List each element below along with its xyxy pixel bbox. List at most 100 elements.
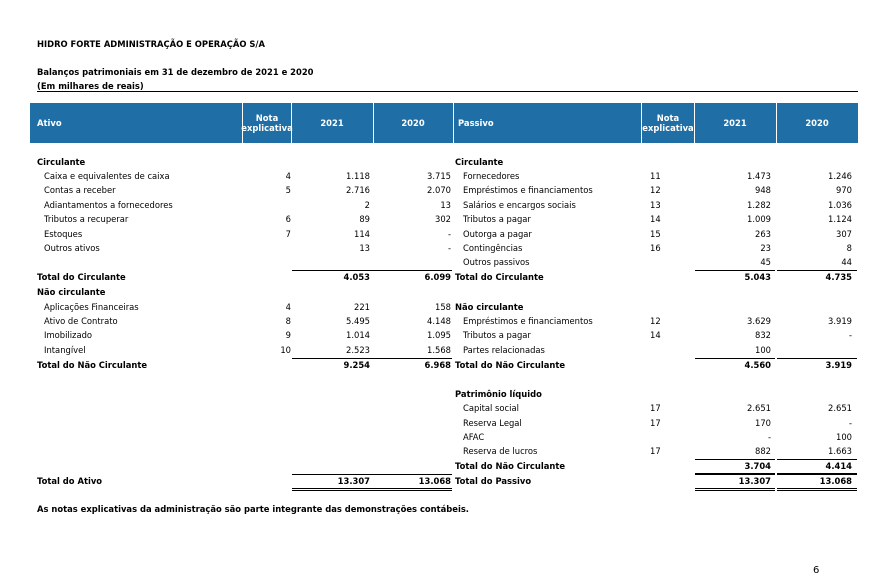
header-separator [373, 103, 374, 143]
row-label: Estoques [44, 229, 83, 239]
row-label: Partes relacionadas [463, 345, 545, 355]
note-ref: 12 [650, 316, 661, 326]
amount: 4.053 [343, 272, 371, 282]
amount: 9.254 [343, 360, 371, 370]
total-rule [695, 474, 775, 475]
header-bar [30, 103, 858, 143]
row-label: Total do Circulante [455, 272, 544, 282]
header-cell: 2020 [401, 118, 425, 128]
row-label: Total do Não Circulante [455, 461, 566, 471]
note-ref: 7 [285, 229, 291, 239]
double-rule [777, 488, 857, 489]
total-rule [695, 358, 775, 359]
double-rule [372, 490, 452, 491]
amount: 1.663 [828, 446, 852, 456]
total-rule [695, 473, 775, 474]
total-rule [777, 459, 857, 460]
amount: 2.716 [346, 185, 370, 195]
header-separator [694, 103, 695, 143]
double-rule [292, 488, 372, 489]
amount: 1.014 [346, 330, 370, 340]
row-label: Total do Passivo [455, 476, 532, 486]
header-separator [291, 103, 292, 143]
amount: 221 [354, 302, 370, 312]
amount: 970 [836, 185, 852, 195]
amount: - [447, 229, 451, 239]
amount: 1.568 [427, 345, 451, 355]
row-label: Circulante [37, 157, 86, 167]
total-rule [372, 270, 452, 271]
amount: 1.473 [747, 171, 771, 181]
row-label: Circulante [455, 157, 504, 167]
row-label: Total do Ativo [37, 476, 103, 486]
row-label: Outros ativos [44, 243, 100, 253]
total-rule [292, 270, 372, 271]
amount: 114 [354, 229, 370, 239]
double-rule [777, 490, 857, 491]
row-label: Não circulante [37, 287, 106, 297]
amount: 1.118 [346, 171, 370, 181]
row-label: Reserva Legal [463, 418, 522, 428]
amount: 2.651 [747, 403, 771, 413]
amount: 13 [359, 243, 370, 253]
row-label: Empréstimos e financiamentos [463, 185, 593, 195]
row-label: Não circulante [455, 302, 524, 312]
amount: 882 [755, 446, 771, 456]
amount: 1.009 [747, 214, 771, 224]
amount: 1.036 [828, 200, 852, 210]
amount: 100 [755, 345, 771, 355]
amount: - [447, 243, 451, 253]
note-ref: 13 [650, 200, 661, 210]
row-label: Caixa e equivalentes de caixa [44, 171, 170, 181]
amount: 13.068 [819, 476, 852, 486]
row-label: Patrimônio líquido [455, 389, 542, 399]
amount: 158 [435, 302, 451, 312]
row-label: Tributos a pagar [463, 330, 531, 340]
header-cell: Nota explicativa [642, 113, 694, 133]
header-cell: 2020 [805, 118, 829, 128]
page-number: 6 [813, 565, 820, 576]
note-ref: 6 [285, 214, 291, 224]
row-label: Imobilizado [44, 330, 93, 340]
header-cell: Ativo [37, 118, 62, 128]
amount: - [767, 432, 771, 442]
header-cell: Passivo [458, 118, 494, 128]
amount: 2.651 [828, 403, 852, 413]
amount: 100 [836, 432, 852, 442]
amount: 302 [435, 214, 451, 224]
amount: 13 [440, 200, 451, 210]
amount: 832 [755, 330, 771, 340]
amount: 3.704 [744, 461, 772, 471]
row-label: Intangível [44, 345, 86, 355]
note-ref: 11 [650, 171, 661, 181]
amount: 44 [841, 257, 852, 267]
row-label: Ativo de Contrato [44, 316, 118, 326]
row-label: AFAC [463, 432, 485, 442]
header-separator [641, 103, 642, 143]
header-separator [453, 103, 454, 143]
double-rule [695, 490, 775, 491]
amount: 3.919 [825, 360, 853, 370]
footnote: As notas explicativas da administração s… [37, 504, 469, 514]
amount: 170 [755, 418, 771, 428]
amount: 13.307 [738, 476, 771, 486]
note-ref: 12 [650, 185, 661, 195]
note-ref: 14 [650, 214, 661, 224]
amount: 1.282 [747, 200, 771, 210]
amount: 23 [760, 243, 771, 253]
amount: 4.414 [825, 461, 853, 471]
row-label: Reserva de lucros [463, 446, 538, 456]
amount: 6.099 [424, 272, 452, 282]
amount: 3.715 [427, 171, 451, 181]
amount: 13.307 [337, 476, 370, 486]
note-ref: 10 [280, 345, 291, 355]
note-ref: 17 [650, 418, 661, 428]
amount: 8 [846, 243, 852, 253]
total-rule [695, 270, 775, 271]
amount: 263 [755, 229, 771, 239]
amount: 89 [359, 214, 370, 224]
row-label: Empréstimos e financiamentos [463, 316, 593, 326]
amount: 948 [755, 185, 771, 195]
amount: - [848, 418, 852, 428]
total-rule [372, 474, 452, 475]
